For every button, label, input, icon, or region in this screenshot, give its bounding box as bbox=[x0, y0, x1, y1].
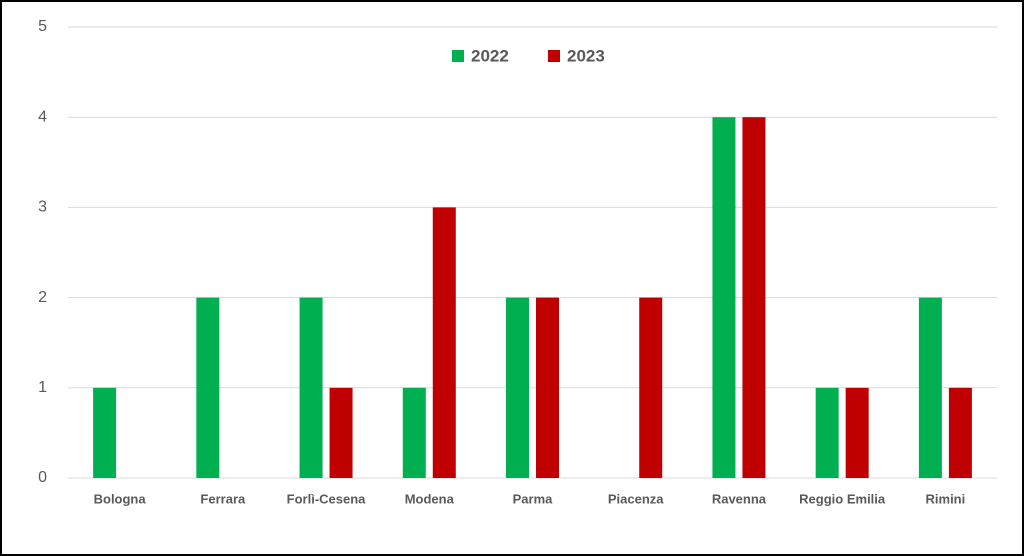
bar bbox=[329, 387, 353, 478]
y-tick-label: 3 bbox=[38, 199, 47, 216]
bar bbox=[299, 297, 323, 478]
bar bbox=[639, 297, 663, 478]
bar bbox=[845, 387, 869, 478]
x-tick-label: Ravenna bbox=[712, 491, 767, 506]
bar bbox=[815, 387, 839, 478]
legend-swatch bbox=[452, 50, 464, 62]
y-tick-label: 4 bbox=[38, 108, 47, 125]
bar bbox=[196, 297, 220, 478]
y-tick-label: 2 bbox=[38, 289, 47, 306]
legend-label: 2023 bbox=[567, 46, 605, 65]
legend-label: 2022 bbox=[471, 46, 509, 65]
x-tick-label: Ferrara bbox=[200, 491, 246, 506]
y-tick-label: 0 bbox=[38, 469, 47, 486]
x-tick-label: Bologna bbox=[94, 491, 147, 506]
bar bbox=[432, 207, 456, 478]
legend-swatch bbox=[548, 50, 560, 62]
x-tick-label: Piacenza bbox=[608, 491, 664, 506]
bar bbox=[742, 117, 766, 478]
x-tick-label: Modena bbox=[405, 491, 455, 506]
y-tick-label: 5 bbox=[38, 18, 47, 35]
bar bbox=[402, 387, 426, 478]
bar bbox=[93, 387, 117, 478]
bar bbox=[948, 387, 972, 478]
x-tick-label: Parma bbox=[513, 491, 554, 506]
bar bbox=[712, 117, 736, 478]
y-tick-label: 1 bbox=[38, 379, 47, 396]
bar bbox=[536, 297, 559, 478]
bar bbox=[506, 297, 529, 478]
bar bbox=[918, 297, 942, 478]
x-tick-label: Rimini bbox=[926, 491, 966, 506]
x-tick-label: Forlì-Cesena bbox=[287, 491, 367, 506]
x-tick-label: Reggio Emilia bbox=[799, 491, 886, 506]
